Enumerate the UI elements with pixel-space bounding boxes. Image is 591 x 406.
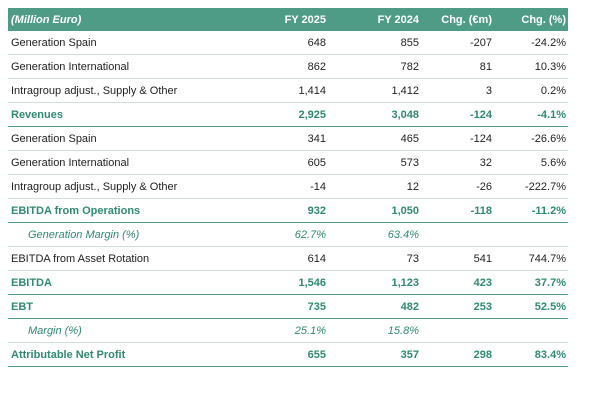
row-value-v1: 2,925	[298, 108, 326, 121]
table-row: EBITDA from Asset Rotation 614 73 541 744.7%	[8, 247, 568, 271]
row-label: Generation Spain	[11, 36, 97, 49]
row-label: Generation Spain	[11, 132, 97, 145]
table-row: Revenues 2,925 3,048 -124 -4.1%	[8, 103, 568, 127]
row-value-v3: 423	[473, 276, 492, 289]
row-value-v1: 1,414	[298, 84, 326, 97]
row-value-v4: -24.2%	[531, 36, 566, 49]
row-value-v4: 10.3%	[534, 60, 566, 73]
row-value-v2: 357	[400, 348, 419, 361]
financial-table: (Million Euro) FY 2025 FY 2024 Chg. (€m)…	[8, 8, 568, 367]
row-value-v3: -118	[470, 204, 492, 217]
row-value-v1: 735	[307, 300, 326, 313]
table-body: Generation Spain 648 855 -207 -24.2% Generati…	[8, 31, 568, 367]
row-label: Generation International	[11, 60, 130, 73]
row-value-v1: 648	[307, 36, 326, 49]
row-value-v3: -124	[469, 108, 492, 121]
table-row: Intragroup adjust., Supply & Other 1,414 1…	[8, 79, 568, 103]
row-label: Generation Margin (%)	[28, 228, 140, 241]
row-value-v3: -207	[469, 36, 492, 49]
row-label: Intragroup adjust., Supply & Other	[11, 84, 178, 97]
row-value-v1: 932	[307, 204, 326, 217]
row-value-v2: 15.8%	[387, 324, 419, 337]
row-value-v1: 605	[307, 156, 326, 169]
row-label: Attributable Net Profit	[11, 348, 126, 361]
row-value-v2: 855	[400, 36, 419, 49]
row-label: EBITDA	[11, 276, 52, 289]
row-label: Generation International	[11, 156, 130, 169]
row-value-v2: 1,123	[391, 276, 419, 289]
row-value-v2: 482	[400, 300, 419, 313]
row-value-v2: 1,050	[391, 204, 419, 217]
table-row: EBT 735 482 253 52.5%	[8, 295, 568, 319]
header-change-abs: Chg. (€m)	[441, 13, 492, 26]
row-value-v4: 52.5%	[534, 300, 566, 313]
row-value-v3: -26	[476, 180, 492, 193]
row-value-v4: -11.2%	[531, 204, 566, 217]
row-value-v2: 465	[400, 132, 419, 145]
row-value-v4: -26.6%	[531, 132, 566, 145]
row-value-v3: 298	[473, 348, 492, 361]
table-row: EBITDA 1,546 1,123 423 37.7%	[8, 271, 568, 295]
row-value-v1: 1,546	[298, 276, 326, 289]
header-change-pct: Chg. (%)	[521, 13, 566, 26]
row-value-v4: 37.7%	[534, 276, 566, 289]
row-label: Revenues	[11, 108, 63, 121]
table-row: Generation International 605 573 32 5.6%	[8, 151, 568, 175]
table-row: Generation Spain 648 855 -207 -24.2%	[8, 31, 568, 55]
row-value-v2: 782	[400, 60, 419, 73]
row-value-v3: 32	[479, 156, 492, 169]
table-row: Margin (%) 25.1% 15.8%	[8, 319, 568, 343]
row-value-v1: 62.7%	[294, 228, 326, 241]
row-value-v2: 3,048	[391, 108, 419, 121]
header-fy2024: FY 2024	[377, 13, 419, 26]
header-label: (Million Euro)	[11, 13, 82, 26]
table-row: EBITDA from Operations 932 1,050 -118 -11.2%	[8, 199, 568, 223]
table-row: Generation Margin (%) 62.7% 63.4%	[8, 223, 568, 247]
table-row: Intragroup adjust., Supply & Other -14 12 -…	[8, 175, 568, 199]
row-value-v4: -222.7%	[525, 180, 566, 193]
row-value-v1: -14	[310, 180, 326, 193]
row-value-v1: 862	[307, 60, 326, 73]
row-value-v4: 744.7%	[528, 252, 566, 265]
row-value-v3: 253	[473, 300, 492, 313]
row-value-v1: 655	[307, 348, 326, 361]
row-value-v4: 5.6%	[540, 156, 566, 169]
row-value-v3: 81	[479, 60, 492, 73]
row-value-v2: 63.4%	[387, 228, 419, 241]
row-value-v4: 83.4%	[534, 348, 566, 361]
row-value-v4: 0.2%	[540, 84, 566, 97]
row-label: EBITDA from Operations	[11, 204, 141, 217]
table-row: Generation International 862 782 81 10.3%	[8, 55, 568, 79]
row-value-v2: 1,412	[391, 84, 419, 97]
row-value-v3: 541	[473, 252, 492, 265]
row-label: Margin (%)	[28, 324, 82, 337]
row-label: Intragroup adjust., Supply & Other	[11, 180, 178, 193]
row-value-v1: 341	[307, 132, 326, 145]
header-fy2025: FY 2025	[284, 13, 326, 26]
row-value-v3: 3	[485, 84, 492, 97]
row-value-v1: 25.1%	[294, 324, 326, 337]
row-label: EBITDA from Asset Rotation	[11, 252, 150, 265]
row-label: EBT	[11, 300, 33, 313]
table-header: (Million Euro) FY 2025 FY 2024 Chg. (€m)…	[8, 8, 568, 31]
row-value-v2: 12	[406, 180, 419, 193]
row-value-v1: 614	[307, 252, 326, 265]
table-row: Generation Spain 341 465 -124 -26.6%	[8, 127, 568, 151]
table-row: Attributable Net Profit 655 357 298 83.4%	[8, 343, 568, 367]
row-value-v2: 573	[400, 156, 419, 169]
row-value-v3: -124	[469, 132, 492, 145]
row-value-v2: 73	[406, 252, 419, 265]
row-value-v4: -4.1%	[537, 108, 566, 121]
